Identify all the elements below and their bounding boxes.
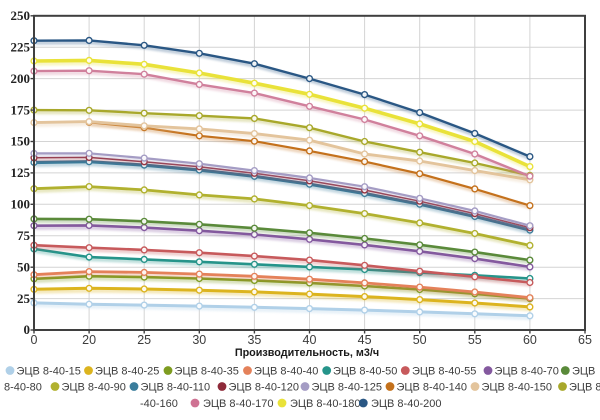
svg-text:8-40-80: 8-40-80 bbox=[4, 382, 42, 394]
svg-text:-40-160: -40-160 bbox=[140, 398, 178, 410]
svg-text:ЭЦВ 8-40-200: ЭЦВ 8-40-200 bbox=[371, 398, 441, 410]
svg-text:ЭЦВ 8-40-90: ЭЦВ 8-40-90 bbox=[62, 382, 126, 394]
svg-text:50: 50 bbox=[17, 259, 30, 274]
svg-text:ЭЦВ 8-40-140: ЭЦВ 8-40-140 bbox=[397, 382, 467, 394]
svg-text:ЭЦВ 8-40-110: ЭЦВ 8-40-110 bbox=[141, 382, 211, 394]
svg-text:75: 75 bbox=[17, 228, 31, 243]
svg-text:ЭЦВ 8-40-35: ЭЦВ 8-40-35 bbox=[175, 366, 239, 378]
svg-text:ЭЦВ: ЭЦВ bbox=[572, 366, 595, 378]
svg-text:55: 55 bbox=[468, 333, 482, 347]
svg-text:20: 20 bbox=[82, 333, 96, 347]
svg-text:65: 65 bbox=[578, 333, 592, 347]
svg-text:125: 125 bbox=[11, 165, 31, 180]
svg-text:250: 250 bbox=[11, 8, 31, 23]
svg-text:0: 0 bbox=[24, 322, 31, 337]
svg-text:ЭЦВ 8-40-180: ЭЦВ 8-40-180 bbox=[290, 398, 360, 410]
svg-text:200: 200 bbox=[11, 71, 31, 86]
svg-text:ЭЦВ 8-40-125: ЭЦВ 8-40-125 bbox=[312, 382, 382, 394]
svg-text:45: 45 bbox=[358, 333, 372, 347]
svg-text:60: 60 bbox=[523, 333, 537, 347]
svg-text:30: 30 bbox=[192, 333, 206, 347]
svg-text:225: 225 bbox=[11, 39, 31, 54]
svg-text:0: 0 bbox=[31, 333, 38, 347]
svg-text:25: 25 bbox=[17, 291, 31, 306]
svg-text:ЭЦВ 8-40-70: ЭЦВ 8-40-70 bbox=[495, 366, 559, 378]
svg-text:ЭЦВ 8-40-120: ЭЦВ 8-40-120 bbox=[229, 382, 299, 394]
svg-text:ЭЦВ 8-40-55: ЭЦВ 8-40-55 bbox=[412, 366, 476, 378]
svg-text:35: 35 bbox=[247, 333, 261, 347]
svg-text:ЭЦВ 8-40-170: ЭЦВ 8-40-170 bbox=[203, 398, 273, 410]
svg-text:ЭЦВ 8: ЭЦВ 8 bbox=[569, 382, 600, 394]
svg-text:ЭЦВ 8-40-40: ЭЦВ 8-40-40 bbox=[254, 366, 318, 378]
svg-text:50: 50 bbox=[413, 333, 427, 347]
svg-text:25: 25 bbox=[137, 333, 151, 347]
svg-text:150: 150 bbox=[11, 134, 31, 149]
svg-text:ЭЦВ 8-40-150: ЭЦВ 8-40-150 bbox=[482, 382, 552, 394]
svg-text:175: 175 bbox=[11, 102, 31, 117]
svg-text:40: 40 bbox=[303, 333, 317, 347]
svg-text:ЭЦВ 8-40-25: ЭЦВ 8-40-25 bbox=[95, 366, 159, 378]
svg-text:ЭЦВ 8-40-15: ЭЦВ 8-40-15 bbox=[17, 366, 81, 378]
svg-text:Производительность, м3/ч: Производительность, м3/ч bbox=[235, 347, 379, 359]
svg-text:ЭЦВ 8-40-50: ЭЦВ 8-40-50 bbox=[333, 366, 397, 378]
svg-text:100: 100 bbox=[11, 197, 31, 212]
